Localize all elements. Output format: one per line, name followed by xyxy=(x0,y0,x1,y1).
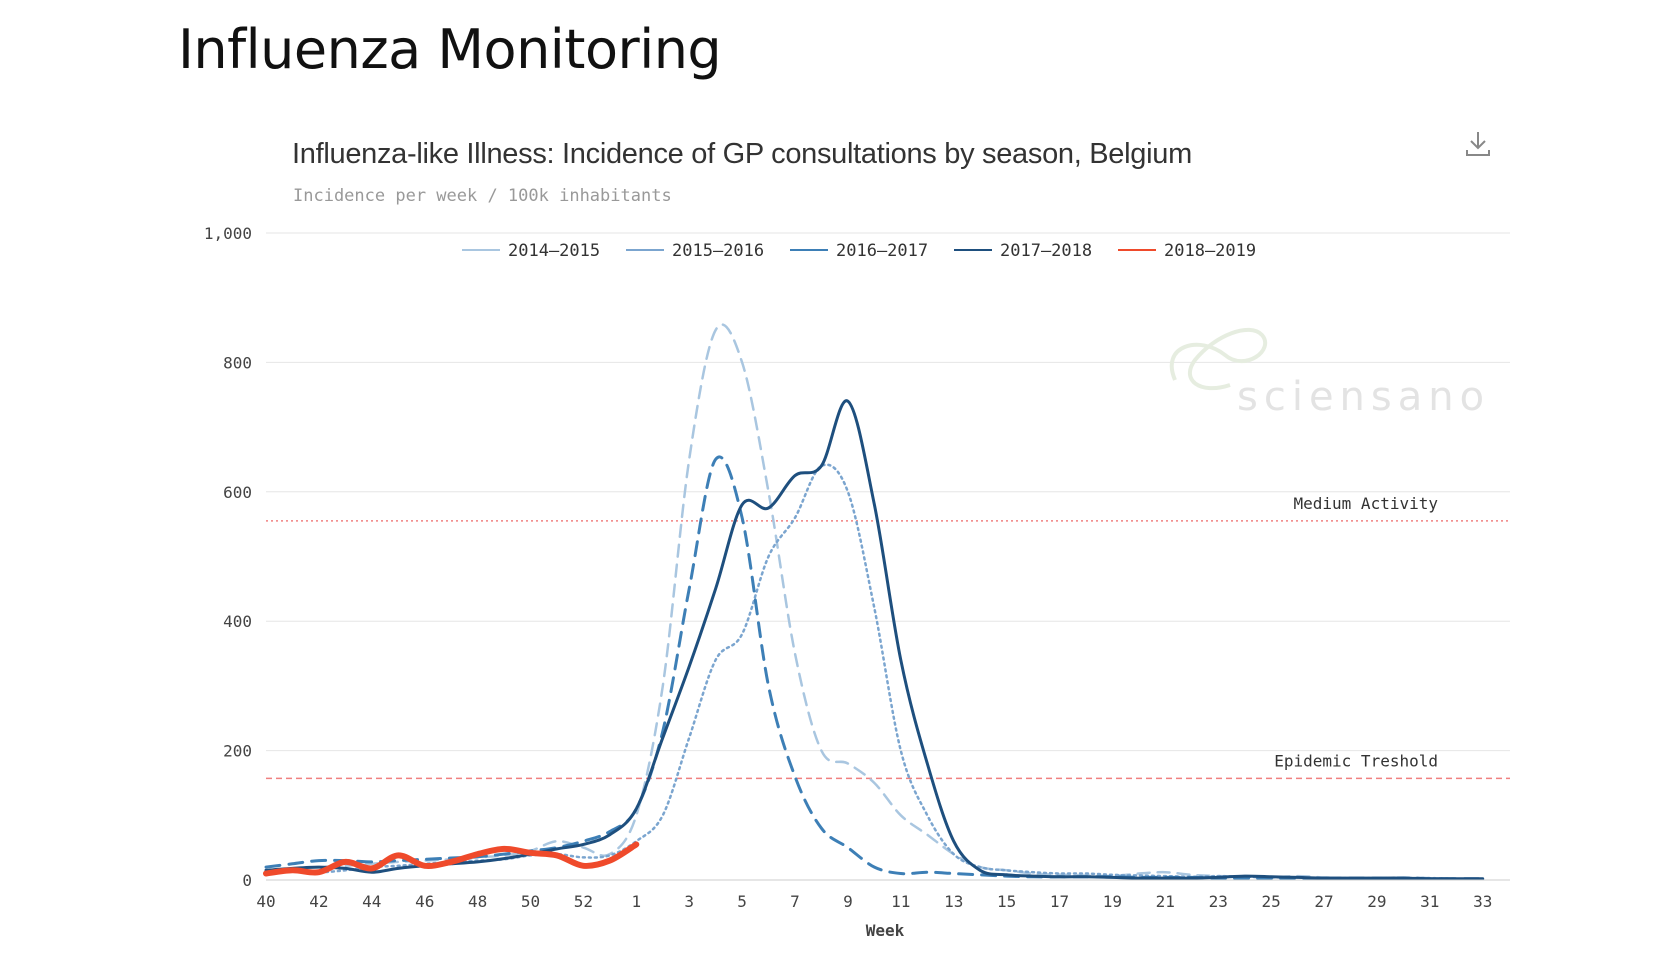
y-tick-label: 400 xyxy=(223,612,252,631)
x-tick-label: 23 xyxy=(1209,892,1228,911)
series-line-20172018 xyxy=(264,399,1485,881)
legend-label: 2017–2018 xyxy=(1000,241,1092,261)
legend-label: 2018–2019 xyxy=(1164,241,1256,261)
x-tick-label: 5 xyxy=(737,892,747,911)
x-tick-label: 9 xyxy=(843,892,853,911)
legend-item[interactable]: 2018–2019 xyxy=(1118,241,1256,261)
x-tick-label: 15 xyxy=(997,892,1016,911)
legend-label: 2016–2017 xyxy=(836,241,928,261)
x-tick-label: 50 xyxy=(521,892,540,911)
y-tick-label: 200 xyxy=(223,742,252,761)
x-tick-label: 17 xyxy=(1050,892,1069,911)
series-line-20152016 xyxy=(264,463,1484,880)
sciensano-watermark: sciensano xyxy=(1169,327,1490,420)
threshold-label: Epidemic Treshold xyxy=(1274,751,1438,770)
y-tick-label: 0 xyxy=(242,871,252,890)
x-tick-label: 27 xyxy=(1314,892,1333,911)
x-tick-label: 21 xyxy=(1156,892,1175,911)
x-tick-label: 42 xyxy=(309,892,328,911)
legend-item[interactable]: 2016–2017 xyxy=(790,241,928,261)
legend-item[interactable]: 2015–2016 xyxy=(626,241,764,261)
y-tick-label: 600 xyxy=(223,483,252,502)
series-line-20182019 xyxy=(263,841,640,877)
x-tick-label: 40 xyxy=(256,892,275,911)
x-tick-label: 29 xyxy=(1367,892,1386,911)
x-tick-label: 52 xyxy=(574,892,593,911)
x-tick-label: 11 xyxy=(891,892,910,911)
download-button[interactable] xyxy=(1462,128,1494,160)
x-tick-label: 31 xyxy=(1420,892,1439,911)
x-tick-label: 46 xyxy=(415,892,434,911)
x-tick-label: 13 xyxy=(944,892,963,911)
chart-title: Influenza-like Illness: Incidence of GP … xyxy=(292,138,1192,170)
chart-subtitle: Incidence per week / 100k inhabitants xyxy=(293,186,672,206)
watermark-text: sciensano xyxy=(1237,374,1490,420)
page-title: Influenza Monitoring xyxy=(178,18,722,81)
download-icon xyxy=(1466,132,1490,156)
threshold-label: Medium Activity xyxy=(1294,494,1439,513)
legend-item[interactable]: 2014–2015 xyxy=(462,241,600,261)
y-tick-label: 1,000 xyxy=(204,224,252,243)
x-axis-title: Week xyxy=(866,921,905,940)
x-tick-label: 7 xyxy=(790,892,800,911)
x-tick-label: 1 xyxy=(631,892,641,911)
x-tick-label: 44 xyxy=(362,892,381,911)
x-tick-label: 3 xyxy=(684,892,694,911)
legend-item[interactable]: 2017–2018 xyxy=(954,241,1092,261)
legend-label: 2015–2016 xyxy=(672,241,764,261)
x-tick-label: 48 xyxy=(468,892,487,911)
legend-label: 2014–2015 xyxy=(508,241,600,261)
x-tick-label: 33 xyxy=(1473,892,1492,911)
x-tick-label: 25 xyxy=(1261,892,1280,911)
y-tick-label: 800 xyxy=(223,353,252,372)
x-tick-label: 19 xyxy=(1103,892,1122,911)
series-line-20162017 xyxy=(264,455,1485,881)
